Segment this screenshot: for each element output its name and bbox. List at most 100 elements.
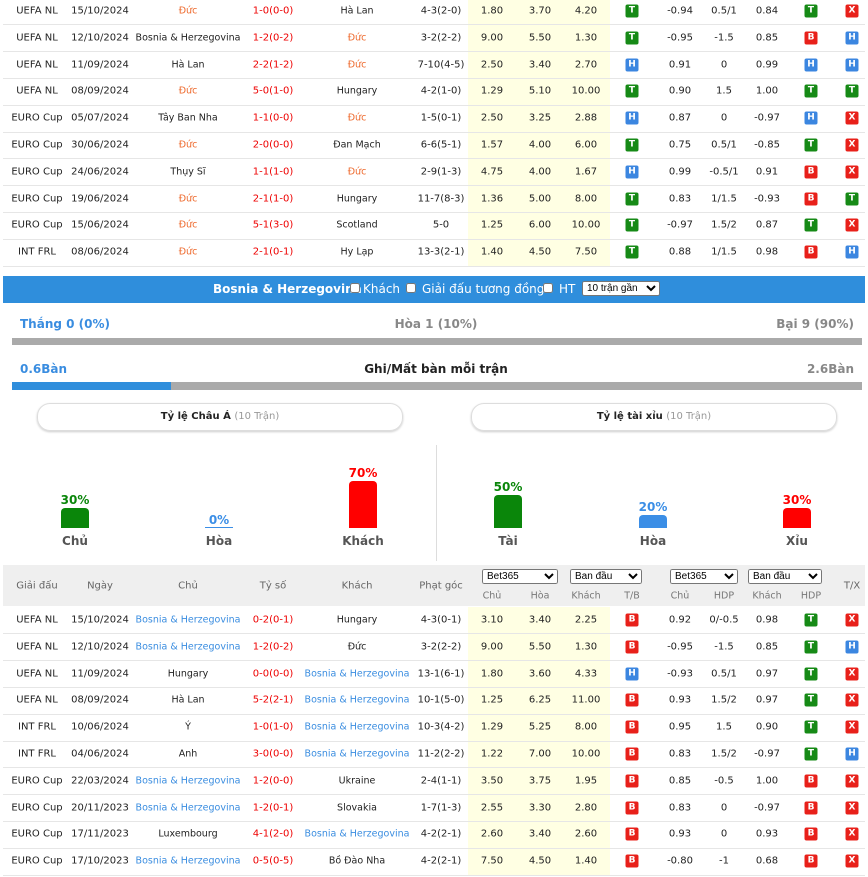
column-header: Khách: [341, 580, 373, 592]
cell: 30/06/2024: [71, 139, 129, 151]
cell: Slovakia: [337, 802, 377, 814]
row-separator: [3, 185, 865, 187]
cell: 4-2(2-1): [420, 855, 462, 867]
cell: UEFA NL: [16, 641, 58, 653]
filter-option[interactable]: Khách: [350, 282, 400, 296]
result-badge: X: [845, 613, 859, 627]
column-header: Ngày: [87, 580, 113, 592]
cell: Đức: [347, 641, 367, 653]
odds-select[interactable]: Bet365: [482, 569, 558, 584]
cell: 4-3(2-0): [420, 5, 462, 17]
cell: 11/09/2024: [71, 668, 129, 680]
cell: 6-6(5-1): [420, 139, 462, 151]
cell: EURO Cup: [11, 193, 63, 205]
cell: UEFA NL: [16, 5, 58, 17]
cell: 1-5(0-1): [420, 112, 462, 124]
cell: 6.25: [528, 694, 552, 706]
cell: 2-4(1-1): [420, 775, 462, 787]
cell: 10-1(5-0): [417, 694, 465, 706]
cell: 15/10/2024: [71, 5, 129, 17]
row-separator: [3, 265, 865, 267]
cell: 6.00: [574, 139, 598, 151]
cell: 0.5/1: [711, 139, 737, 151]
bar-value-label: 30%: [782, 492, 812, 507]
row-separator: [3, 740, 865, 742]
result-badge: X: [845, 774, 859, 788]
cell: INT FRL: [18, 748, 56, 760]
cell: 0.98: [755, 614, 779, 626]
cell: 8.00: [574, 721, 598, 733]
cell: UEFA NL: [16, 85, 58, 97]
cell: 04/06/2024: [71, 748, 129, 760]
result-badge: X: [845, 138, 859, 152]
match-count-select[interactable]: 10 trận gần: [582, 281, 660, 296]
cell: Bosnia & Herzegovina: [304, 721, 410, 733]
checkbox[interactable]: [350, 283, 360, 293]
score: 1-2(0-2): [252, 641, 294, 653]
checkbox[interactable]: [543, 283, 553, 293]
filter-option[interactable]: HT: [543, 282, 575, 296]
cell: 0.91: [755, 166, 779, 178]
cell: 3.75: [528, 775, 552, 787]
result-badge: B: [804, 31, 818, 45]
result-badge: T: [625, 192, 639, 206]
cell: Đức: [178, 85, 198, 97]
score: 2-2(1-2): [252, 59, 294, 71]
cell: 5.50: [528, 641, 552, 653]
cell: 1.40: [574, 855, 598, 867]
cell: 0.95: [668, 721, 692, 733]
cell: 0.87: [668, 112, 692, 124]
cell: -0.93: [754, 193, 780, 205]
cell: 08/06/2024: [71, 246, 129, 258]
cell: 10/06/2024: [71, 721, 129, 733]
cell: 1.00: [755, 85, 779, 97]
result-badge: X: [845, 218, 859, 232]
cell: 3.40: [528, 828, 552, 840]
cell: Bosnia & Herzegovina: [135, 802, 241, 814]
odds-select[interactable]: Bet365: [670, 569, 738, 584]
cell: 0.83: [668, 748, 692, 760]
divider: [436, 445, 437, 561]
row-separator: [3, 847, 865, 849]
cell: EURO Cup: [11, 828, 63, 840]
bar: [349, 481, 377, 528]
cell: 0.93: [755, 828, 779, 840]
odds-select[interactable]: Ban đầu: [748, 569, 822, 584]
row-separator: [3, 131, 865, 133]
chart-title: Tỷ lệ Châu Á: [160, 411, 231, 422]
checkbox[interactable]: [406, 283, 416, 293]
filter-option[interactable]: Giải đấu tương đồng: [406, 282, 544, 296]
cell: Luxembourg: [158, 828, 218, 840]
cell: 5-0: [432, 219, 450, 231]
score: 2-1(1-0): [252, 193, 294, 205]
sub-header: Khách: [752, 590, 782, 602]
cell: 0.75: [668, 139, 692, 151]
goals-for-label: 0.6Bàn: [20, 362, 68, 376]
cell: 0.84: [755, 5, 779, 17]
cell: 1.25: [480, 694, 504, 706]
cell: Đức: [347, 32, 367, 44]
win-label: Thắng 0 (0%): [20, 317, 111, 331]
result-badge: T: [625, 218, 639, 232]
odds-select[interactable]: Ban đầu: [570, 569, 642, 584]
cell: 10.00: [571, 85, 601, 97]
cell: 3-2(2-2): [420, 32, 462, 44]
cell: -0.97: [754, 112, 780, 124]
cell: 11-2(2-2): [417, 748, 465, 760]
cell: 1/1.5: [711, 246, 737, 258]
cell: 0/-0.5: [709, 614, 739, 626]
cell: Bosnia & Herzegovina: [304, 828, 410, 840]
cell: 1.36: [480, 193, 504, 205]
cell: Hungary: [336, 85, 378, 97]
row-separator: [3, 660, 865, 662]
cell: Đức: [178, 219, 198, 231]
result-badge: X: [845, 667, 859, 681]
result-badge: B: [804, 774, 818, 788]
cell: Hungary: [167, 668, 209, 680]
cell: 19/06/2024: [71, 193, 129, 205]
cell: EURO Cup: [11, 219, 63, 231]
cell: 0.90: [668, 85, 692, 97]
score: 3-0(0-0): [252, 748, 294, 760]
cell: -0.5: [714, 775, 734, 787]
result-badge: B: [625, 693, 639, 707]
